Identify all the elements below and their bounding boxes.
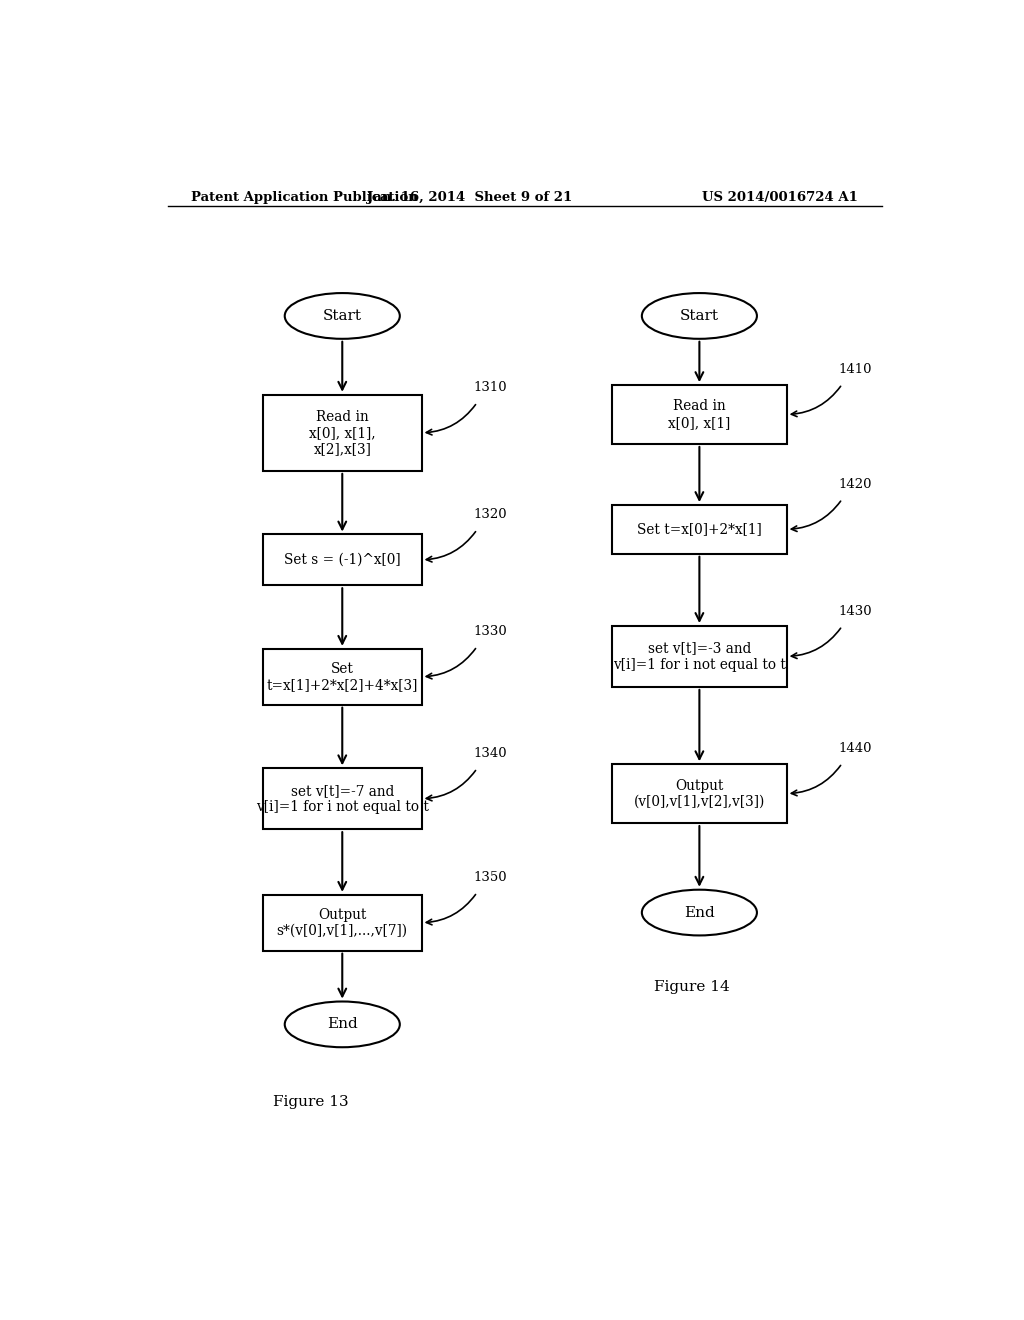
Text: US 2014/0016724 A1: US 2014/0016724 A1 <box>702 190 858 203</box>
Text: Set
t=x[1]+2*x[2]+4*x[3]: Set t=x[1]+2*x[2]+4*x[3] <box>266 661 418 692</box>
Text: End: End <box>327 1018 357 1031</box>
Text: 1310: 1310 <box>473 381 507 395</box>
Text: 1430: 1430 <box>839 605 871 618</box>
Text: 1420: 1420 <box>839 478 871 491</box>
Text: 1410: 1410 <box>839 363 871 376</box>
Text: Output
s*(v[0],v[1],...,v[7]): Output s*(v[0],v[1],...,v[7]) <box>276 908 408 937</box>
Text: set v[t]=-3 and
v[i]=1 for i not equal to t: set v[t]=-3 and v[i]=1 for i not equal t… <box>613 642 785 672</box>
Text: 1330: 1330 <box>473 626 507 638</box>
Text: Set t=x[0]+2*x[1]: Set t=x[0]+2*x[1] <box>637 523 762 536</box>
Text: Figure 13: Figure 13 <box>272 1094 348 1109</box>
Text: 1350: 1350 <box>473 871 507 884</box>
Text: 1340: 1340 <box>473 747 507 760</box>
Text: Set s = (-1)^x[0]: Set s = (-1)^x[0] <box>284 553 400 566</box>
Text: 1440: 1440 <box>839 742 871 755</box>
Text: Read in
x[0], x[1],
x[2],x[3]: Read in x[0], x[1], x[2],x[3] <box>309 409 376 455</box>
Text: 1320: 1320 <box>473 508 507 521</box>
Text: End: End <box>684 906 715 920</box>
Text: Figure 14: Figure 14 <box>653 979 729 994</box>
Text: set v[t]=-7 and
v[i]=1 for i not equal to t: set v[t]=-7 and v[i]=1 for i not equal t… <box>256 784 429 814</box>
Text: Start: Start <box>323 309 361 323</box>
Text: Jan. 16, 2014  Sheet 9 of 21: Jan. 16, 2014 Sheet 9 of 21 <box>367 190 571 203</box>
Text: Start: Start <box>680 309 719 323</box>
Text: Patent Application Publication: Patent Application Publication <box>191 190 418 203</box>
Text: Output
(v[0],v[1],v[2],v[3]): Output (v[0],v[1],v[2],v[3]) <box>634 779 765 809</box>
Text: Read in
x[0], x[1]: Read in x[0], x[1] <box>669 400 730 429</box>
